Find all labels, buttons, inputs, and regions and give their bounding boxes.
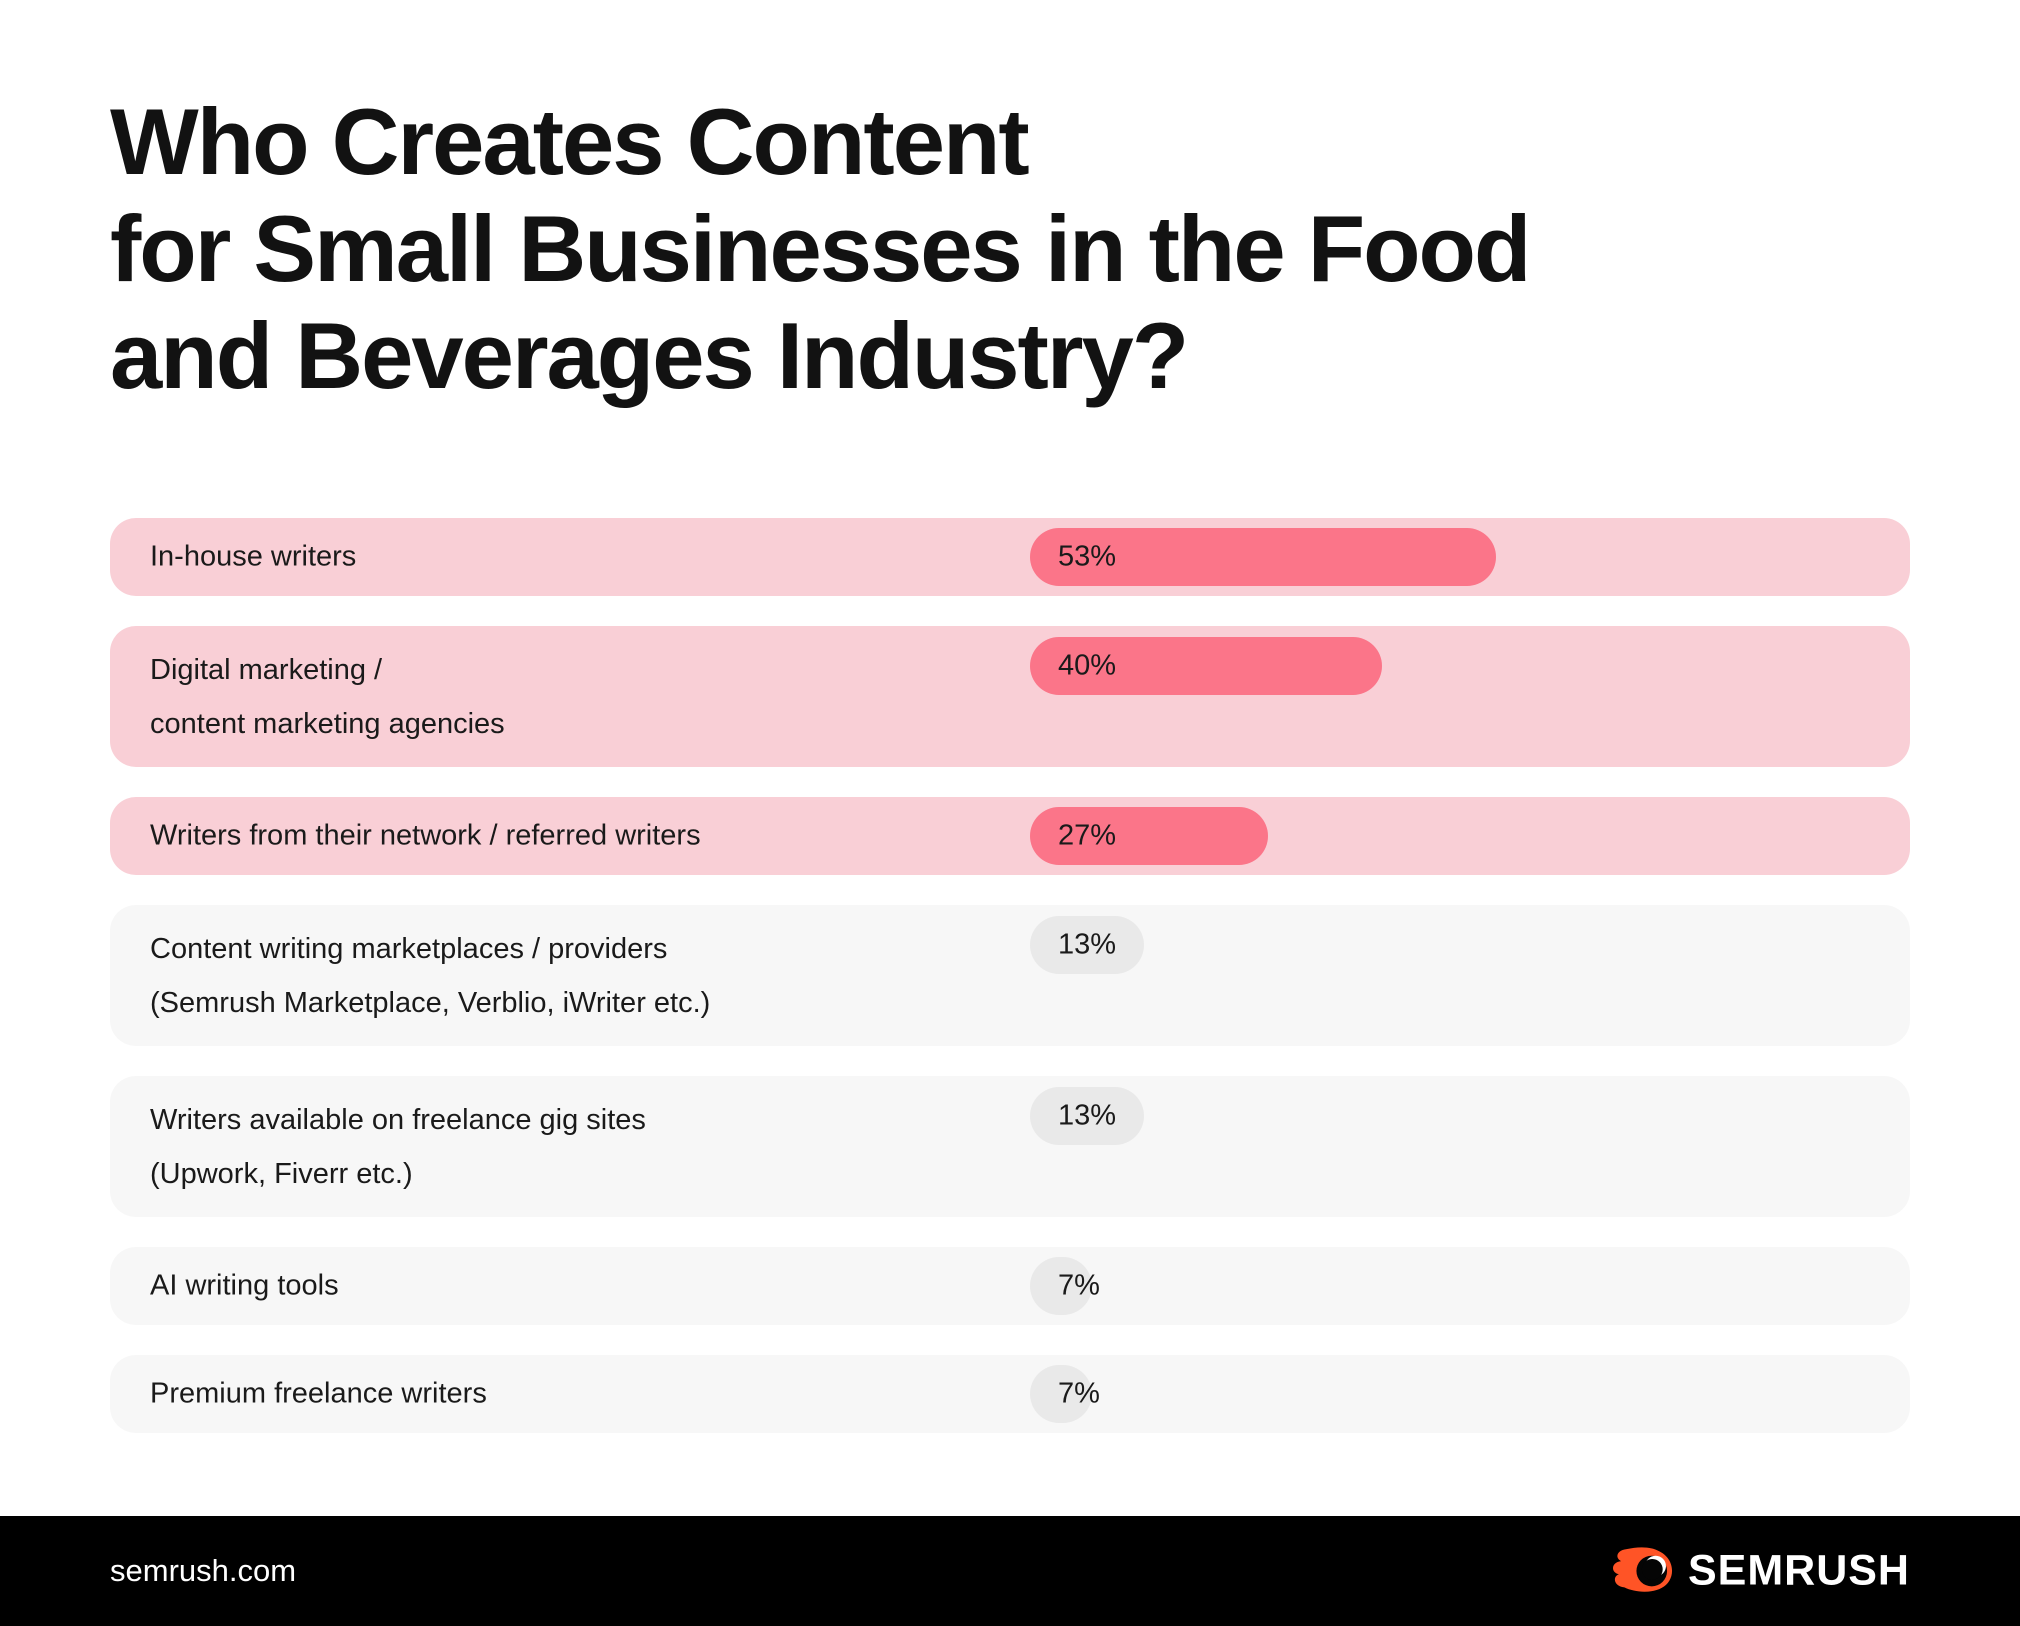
bar-value: 40%: [1058, 649, 1117, 682]
value-bar: 7%: [1030, 1365, 1100, 1423]
bar-value: 27%: [1058, 819, 1117, 852]
chart-row: Premium freelance writers 7%: [110, 1355, 1910, 1433]
semrush-wordmark: SEMRUSH: [1687, 1546, 1910, 1595]
semrush-flame-icon: [1608, 1544, 1678, 1599]
title-line-2: for Small Businesses in the Food: [110, 196, 1531, 301]
row-label: Writers available on freelance gig sites…: [150, 1104, 646, 1190]
title-line-1: Who Creates Content: [110, 89, 1030, 194]
footer-bar: semrush.com SEMRUSH: [0, 1516, 2020, 1626]
chart-row: Writers available on freelance gig sites…: [110, 1076, 1910, 1217]
chart-row: Content writing marketplaces / providers…: [110, 905, 1910, 1046]
semrush-logo: SEMRUSH: [1608, 1544, 1910, 1599]
value-bar: 13%: [1030, 916, 1144, 974]
value-bar: 7%: [1030, 1257, 1100, 1315]
value-bar: 13%: [1030, 1087, 1144, 1145]
row-label: Content writing marketplaces / providers…: [150, 933, 711, 1019]
bar-chart: In-house writers 53% Digital marketing / co…: [110, 518, 1910, 1433]
value-bar: 40%: [1030, 637, 1382, 695]
row-label: In-house writers: [150, 540, 357, 573]
row-label: Writers from their network / referred wr…: [150, 819, 701, 852]
footer-site-link[interactable]: semrush.com: [110, 1553, 297, 1588]
value-bar: 53%: [1030, 528, 1496, 586]
row-label: AI writing tools: [150, 1269, 339, 1302]
row-label: Premium freelance writers: [150, 1377, 487, 1410]
title-line-3: and Beverages Industry?: [110, 303, 1189, 408]
value-bar: 27%: [1030, 807, 1268, 865]
chart-row: AI writing tools 7%: [110, 1247, 1910, 1325]
page-title: Who Creates Content for Small Businesses…: [110, 88, 1531, 409]
bar-value: 7%: [1058, 1377, 1100, 1410]
bar-value: 13%: [1058, 928, 1117, 961]
bar-value: 13%: [1058, 1099, 1117, 1132]
chart-row: Digital marketing / content marketing age…: [110, 626, 1910, 767]
chart-row: In-house writers 53%: [110, 518, 1910, 596]
bar-value: 53%: [1058, 540, 1117, 573]
bar-value: 7%: [1058, 1269, 1100, 1302]
chart-row: Writers from their network / referred wr…: [110, 797, 1910, 875]
row-label: Digital marketing / content marketing age…: [150, 654, 505, 740]
